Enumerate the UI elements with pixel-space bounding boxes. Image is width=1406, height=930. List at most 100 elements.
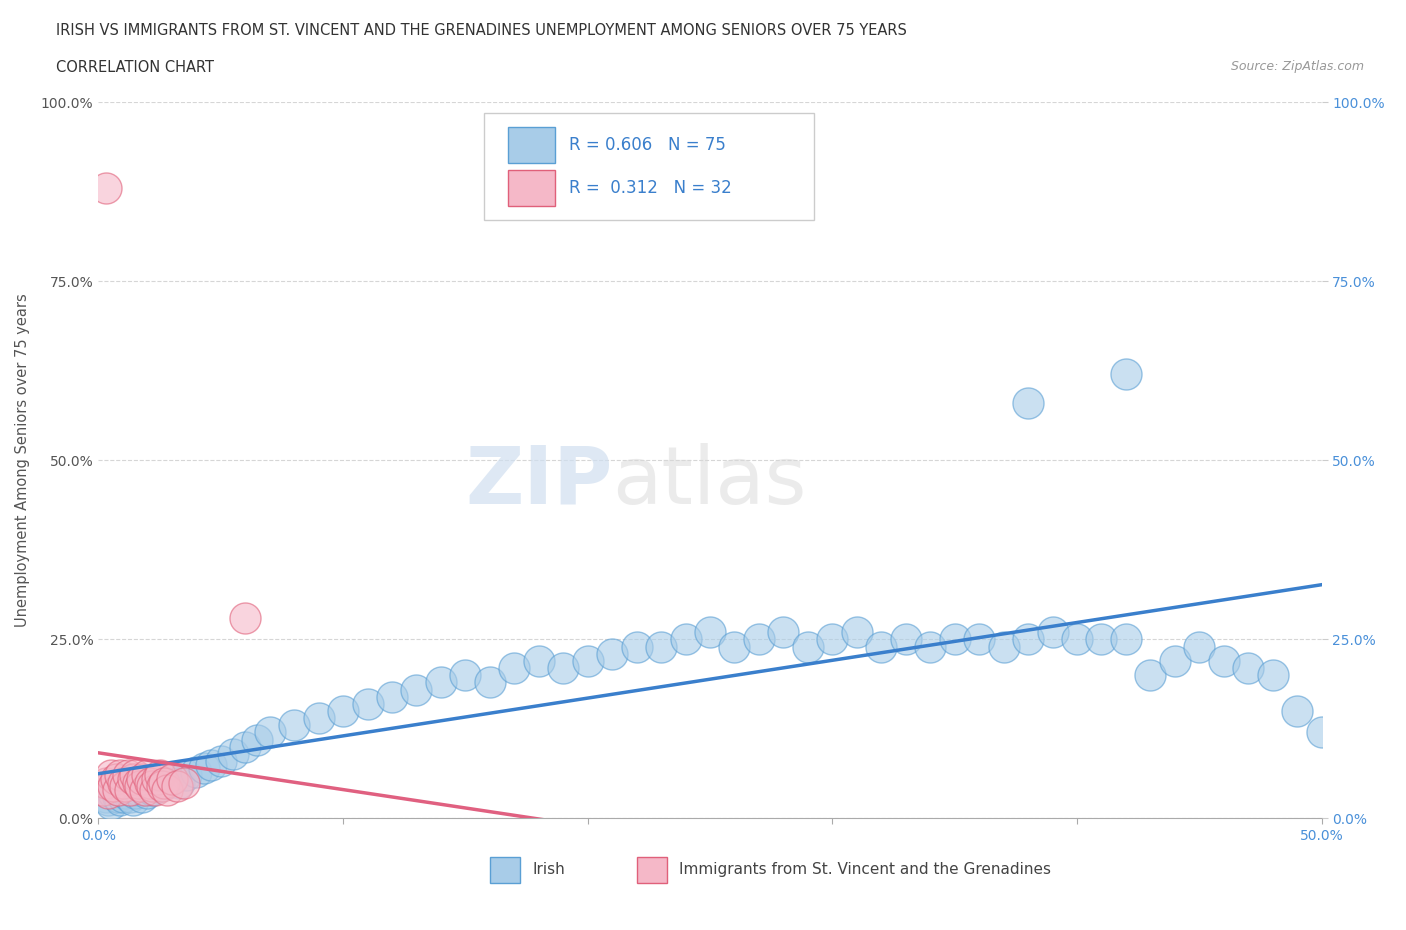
Point: [107, 790, 129, 804]
Point: [723, 639, 745, 654]
Point: [111, 776, 134, 790]
Point: [1164, 654, 1187, 669]
Point: [845, 625, 868, 640]
Point: [222, 747, 245, 762]
Point: [104, 782, 127, 797]
Point: [1188, 639, 1211, 654]
Point: [120, 790, 142, 804]
Point: [246, 732, 269, 747]
Point: [200, 757, 222, 772]
Point: [478, 675, 501, 690]
Text: atlas: atlas: [612, 443, 807, 521]
Point: [160, 772, 183, 787]
Point: [141, 778, 163, 793]
Point: [107, 782, 129, 797]
Point: [94, 776, 117, 790]
Point: [150, 778, 173, 793]
Point: [576, 654, 599, 669]
Point: [146, 772, 169, 787]
Point: [675, 632, 697, 647]
Point: [699, 625, 721, 640]
Point: [870, 639, 893, 654]
Point: [91, 782, 114, 797]
Point: [381, 689, 404, 704]
Point: [167, 776, 190, 790]
Point: [176, 768, 198, 783]
Point: [97, 793, 120, 808]
Point: [1139, 668, 1161, 683]
Point: [117, 782, 139, 797]
Point: [626, 639, 648, 654]
Point: [797, 639, 820, 654]
Text: IRISH VS IMMIGRANTS FROM ST. VINCENT AND THE GRENADINES UNEMPLOYMENT AMONG SENIO: IRISH VS IMMIGRANTS FROM ST. VINCENT AND…: [56, 23, 907, 38]
Point: [149, 768, 172, 783]
Point: [1066, 632, 1088, 647]
Point: [104, 772, 127, 787]
Point: [821, 632, 844, 647]
Point: [136, 786, 159, 801]
Point: [527, 654, 550, 669]
Point: [111, 790, 134, 804]
Point: [650, 639, 672, 654]
Point: [308, 711, 330, 725]
Point: [114, 778, 136, 793]
Point: [193, 761, 215, 776]
Point: [114, 786, 136, 801]
Point: [186, 764, 208, 779]
Bar: [508, 127, 555, 163]
Text: ZIP: ZIP: [465, 443, 612, 521]
Point: [1310, 725, 1333, 740]
Point: [136, 768, 159, 783]
Point: [233, 739, 256, 754]
Point: [233, 610, 256, 625]
Point: [131, 772, 153, 787]
Point: [748, 632, 770, 647]
Point: [967, 632, 990, 647]
Point: [131, 790, 153, 804]
Point: [94, 180, 117, 195]
Point: [600, 646, 623, 661]
Point: [553, 660, 575, 675]
Point: [139, 776, 162, 790]
Point: [101, 786, 124, 801]
Point: [129, 778, 152, 793]
Point: [94, 790, 117, 804]
Point: [1237, 660, 1260, 675]
Point: [356, 697, 378, 711]
Point: [1286, 704, 1309, 719]
Point: [173, 776, 195, 790]
Point: [283, 718, 305, 733]
Text: Source: ZipAtlas.com: Source: ZipAtlas.com: [1230, 60, 1364, 73]
Point: [143, 782, 166, 797]
Bar: [637, 857, 668, 883]
Point: [454, 668, 477, 683]
Point: [110, 793, 132, 808]
Point: [1017, 632, 1039, 647]
Point: [117, 768, 139, 783]
Point: [149, 778, 172, 793]
Point: [127, 776, 149, 790]
Text: R =  0.312   N = 32: R = 0.312 N = 32: [569, 179, 733, 197]
Point: [124, 786, 146, 801]
Point: [1115, 367, 1137, 382]
Point: [1042, 625, 1064, 640]
Y-axis label: Unemployment Among Seniors over 75 years: Unemployment Among Seniors over 75 years: [15, 294, 30, 627]
Point: [166, 778, 188, 793]
Bar: [508, 170, 555, 206]
Point: [101, 778, 124, 793]
FancyBboxPatch shape: [484, 113, 814, 220]
Point: [1090, 632, 1112, 647]
Point: [121, 793, 143, 808]
Point: [120, 782, 142, 797]
Point: [127, 782, 149, 797]
Point: [1017, 395, 1039, 410]
Point: [110, 768, 132, 783]
Point: [209, 753, 232, 768]
Point: [430, 675, 453, 690]
Bar: [489, 857, 520, 883]
Text: R = 0.606   N = 75: R = 0.606 N = 75: [569, 137, 727, 154]
Point: [405, 682, 427, 697]
Point: [97, 786, 120, 801]
Point: [920, 639, 942, 654]
Point: [156, 782, 179, 797]
